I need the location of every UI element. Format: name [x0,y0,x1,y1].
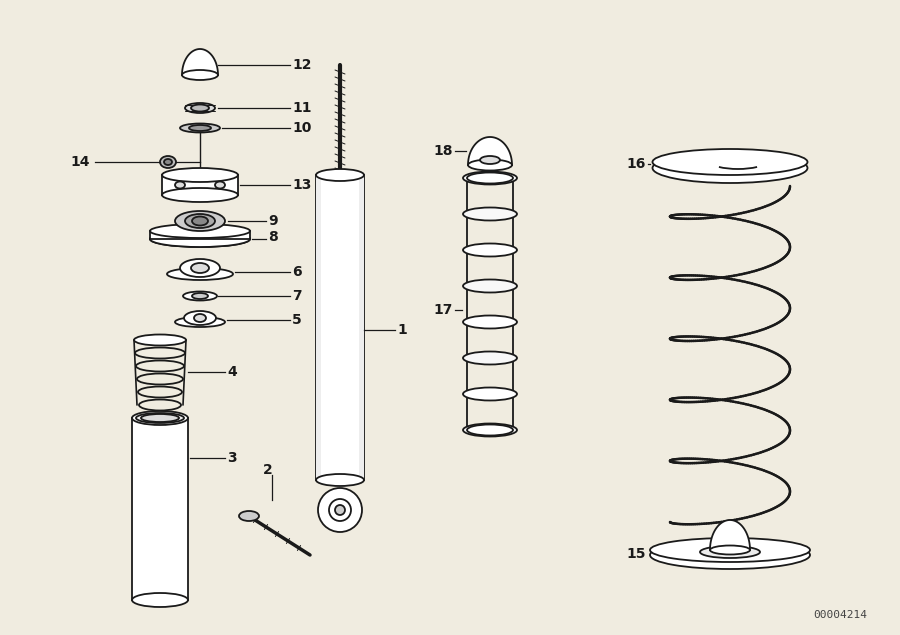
Ellipse shape [183,291,217,300]
Ellipse shape [316,169,364,181]
Bar [316,175,321,480]
Ellipse shape [137,373,183,385]
Text: 14: 14 [70,155,90,169]
Ellipse shape [182,70,218,80]
Bar [359,175,364,480]
Ellipse shape [139,399,181,410]
Ellipse shape [150,231,250,247]
Ellipse shape [215,182,225,189]
Polygon shape [182,49,218,75]
Text: 3: 3 [227,451,237,465]
Ellipse shape [132,411,188,425]
Ellipse shape [463,208,517,220]
Ellipse shape [160,156,176,168]
Ellipse shape [463,243,517,257]
Ellipse shape [175,211,225,231]
Ellipse shape [316,474,364,486]
Ellipse shape [700,546,760,558]
Ellipse shape [167,268,233,280]
Text: 4: 4 [227,365,237,379]
Bar [316,175,364,480]
Text: 7: 7 [292,289,302,303]
Ellipse shape [150,231,250,247]
Text: 9: 9 [268,214,277,228]
Ellipse shape [180,259,220,277]
Ellipse shape [175,317,225,327]
Ellipse shape [136,361,184,371]
Ellipse shape [335,505,345,515]
Ellipse shape [467,173,513,184]
Ellipse shape [185,214,215,228]
Ellipse shape [180,123,220,133]
Ellipse shape [191,263,209,273]
Text: 13: 13 [292,178,311,192]
Ellipse shape [162,188,238,202]
Ellipse shape [318,488,362,532]
Bar [162,175,238,195]
Ellipse shape [185,103,215,113]
Ellipse shape [652,149,807,175]
Ellipse shape [329,499,351,521]
Bar [132,418,188,600]
Polygon shape [710,520,750,550]
Text: 8: 8 [268,230,278,244]
Text: 6: 6 [292,265,302,279]
Ellipse shape [480,156,500,164]
Text: 17: 17 [434,303,453,317]
Ellipse shape [138,387,182,398]
Text: 18: 18 [434,144,453,158]
Ellipse shape [194,314,206,322]
Ellipse shape [150,224,250,238]
Text: 00004214: 00004214 [813,610,867,620]
Ellipse shape [162,168,238,182]
Ellipse shape [175,182,185,189]
Ellipse shape [164,159,172,165]
Ellipse shape [650,538,810,562]
Ellipse shape [135,347,185,359]
Ellipse shape [134,335,186,345]
Ellipse shape [239,511,259,521]
Ellipse shape [192,293,208,299]
Ellipse shape [463,387,517,401]
Text: 15: 15 [626,547,646,561]
Bar [150,231,250,239]
Ellipse shape [650,541,810,569]
Ellipse shape [191,105,209,112]
Ellipse shape [189,125,211,131]
Text: 2: 2 [263,463,273,477]
Ellipse shape [463,316,517,328]
Ellipse shape [463,352,517,364]
Ellipse shape [710,545,750,554]
Text: 16: 16 [626,157,646,171]
Ellipse shape [463,171,517,185]
Text: 1: 1 [397,323,407,337]
Text: 12: 12 [292,58,311,72]
Ellipse shape [463,279,517,293]
Ellipse shape [192,217,208,225]
Ellipse shape [136,413,184,423]
Ellipse shape [132,593,188,607]
Ellipse shape [467,425,513,436]
Polygon shape [468,137,512,165]
Text: 5: 5 [292,313,302,327]
Ellipse shape [184,311,216,325]
Ellipse shape [463,424,517,436]
Ellipse shape [141,414,179,422]
Ellipse shape [652,153,807,183]
Text: 10: 10 [292,121,311,135]
Text: 11: 11 [292,101,311,115]
Ellipse shape [468,159,512,171]
